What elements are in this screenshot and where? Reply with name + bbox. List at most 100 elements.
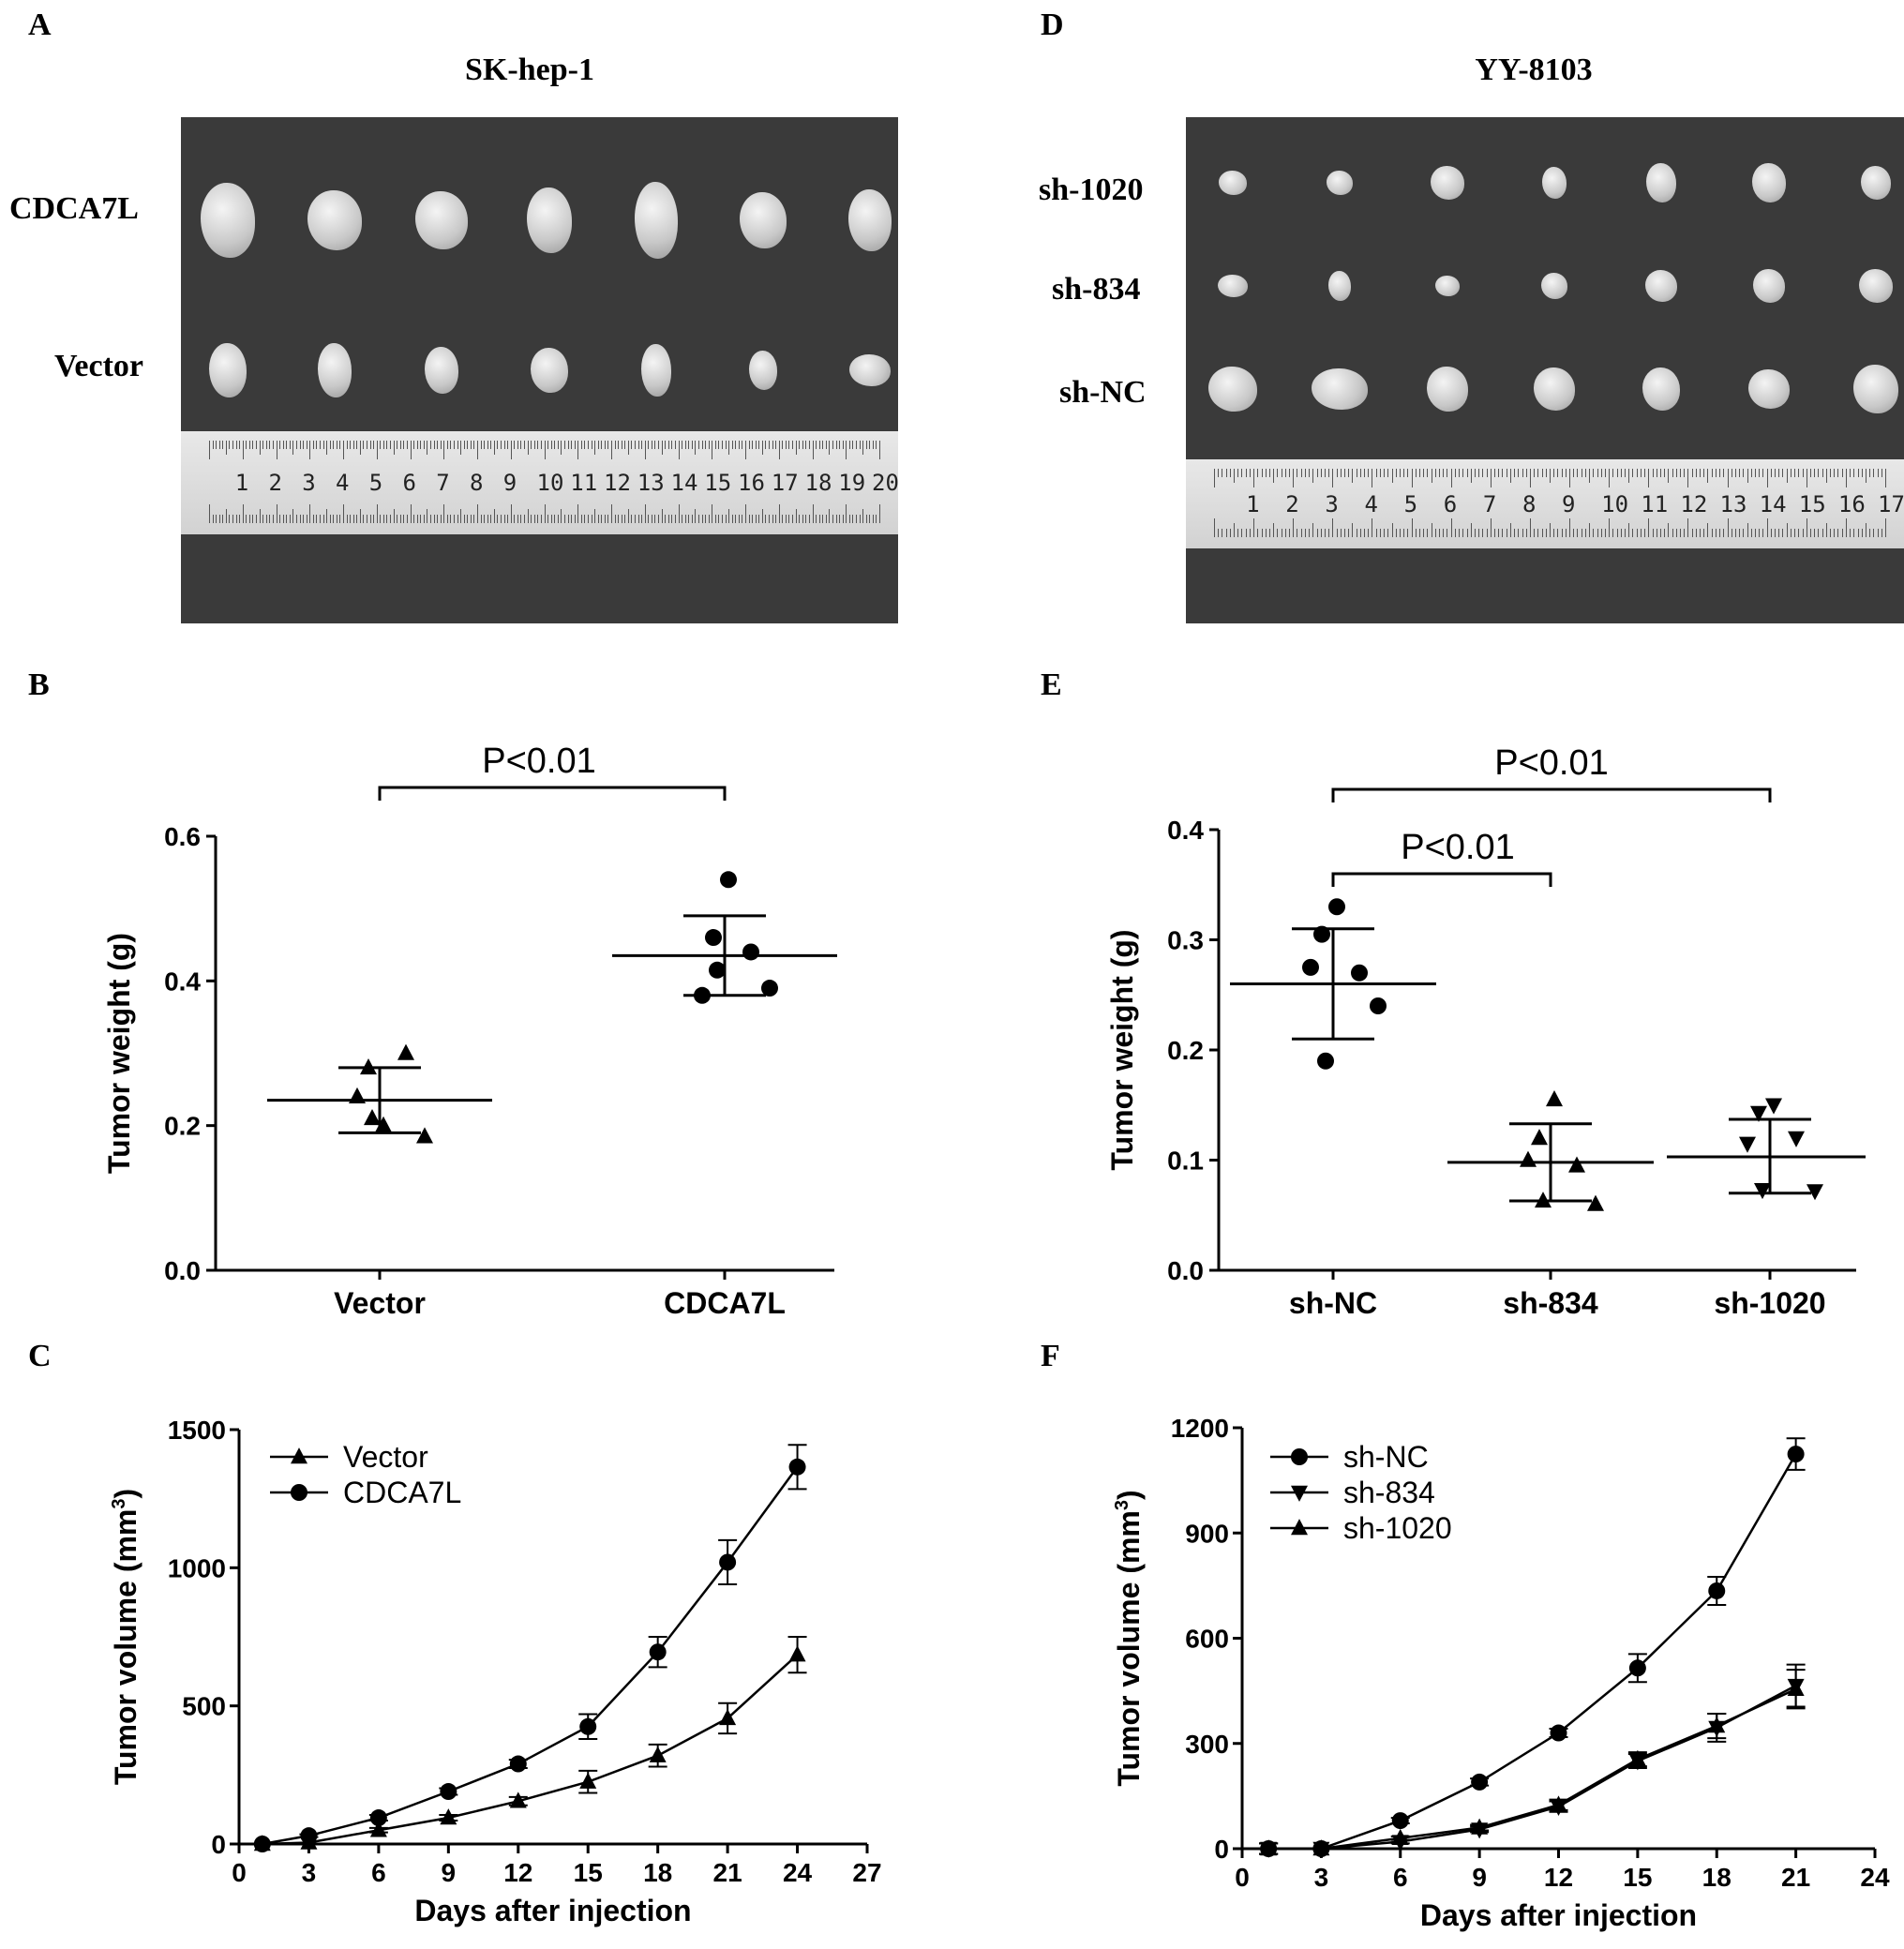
ruler-tick bbox=[822, 515, 824, 523]
ruler-tick bbox=[802, 515, 803, 523]
ruler-tick bbox=[1352, 469, 1354, 483]
ruler-tick bbox=[1470, 523, 1472, 537]
ruler-tick bbox=[1648, 469, 1650, 487]
ruler-tick bbox=[457, 441, 458, 449]
ruler-tick bbox=[1261, 469, 1263, 477]
ruler-tick bbox=[1604, 529, 1606, 537]
ruler-tick bbox=[1790, 529, 1792, 537]
ruler-tick bbox=[1324, 529, 1326, 537]
ruler-tick bbox=[1234, 469, 1236, 483]
tumor-specimen bbox=[1430, 166, 1464, 200]
ruler-tick bbox=[1675, 529, 1677, 537]
panel-letter-a: A bbox=[28, 7, 52, 42]
ruler-tick bbox=[658, 441, 660, 449]
ruler-tick bbox=[1304, 529, 1306, 537]
tumor-specimen bbox=[1646, 163, 1677, 202]
data-point-vector bbox=[397, 1043, 414, 1060]
ruler-tick bbox=[1679, 529, 1681, 537]
ruler-tick bbox=[580, 515, 582, 523]
ruler-tick bbox=[222, 441, 224, 449]
ruler-tick bbox=[1391, 469, 1393, 483]
ruler-number: 17 bbox=[1878, 490, 1904, 517]
data-point-cdca7l bbox=[705, 929, 722, 947]
row-label-cdca7l: CDCA7L bbox=[9, 191, 139, 226]
ruler-tick bbox=[1557, 529, 1559, 537]
ruler-tick bbox=[218, 515, 220, 523]
ruler-tick bbox=[386, 515, 388, 523]
ruler-tick bbox=[1612, 469, 1614, 477]
ruler-tick bbox=[329, 515, 331, 523]
x-tick-label: 12 bbox=[503, 1858, 532, 1887]
ruler-number: 19 bbox=[838, 470, 866, 496]
ruler-tick bbox=[537, 515, 539, 523]
ruler-tick bbox=[1450, 469, 1452, 487]
ruler-tick bbox=[594, 441, 596, 455]
panel-letter-e: E bbox=[1041, 667, 1062, 702]
ruler-tick bbox=[531, 515, 532, 523]
ruler-tick bbox=[259, 509, 261, 523]
ruler-tick bbox=[350, 441, 352, 449]
ruler-tick bbox=[1644, 469, 1646, 477]
ruler-tick bbox=[1873, 529, 1875, 537]
x-tick-label: 24 bbox=[783, 1858, 813, 1887]
ruler-tick bbox=[259, 441, 261, 455]
ruler-tick bbox=[1561, 529, 1563, 537]
tumor-specimen bbox=[1541, 273, 1567, 299]
ruler-tick bbox=[406, 441, 408, 449]
ruler-tick bbox=[1320, 469, 1322, 477]
ruler-tick bbox=[1359, 469, 1361, 477]
significance-bracket bbox=[1331, 872, 1552, 887]
ruler-tick bbox=[507, 515, 509, 523]
ruler-tick bbox=[1719, 529, 1721, 537]
legend-label: CDCA7L bbox=[343, 1476, 461, 1509]
ruler-tick bbox=[1593, 529, 1595, 537]
ruler-tick bbox=[399, 515, 401, 523]
ruler-tick bbox=[872, 441, 874, 449]
ruler-number: 5 bbox=[1403, 490, 1418, 517]
ruler-tick bbox=[1648, 518, 1650, 537]
x-tick-label: 18 bbox=[1702, 1863, 1732, 1892]
ruler-tick bbox=[490, 515, 492, 523]
ruler-tick bbox=[1225, 529, 1227, 537]
tumor-specimen bbox=[415, 191, 469, 249]
ruler-tick bbox=[1766, 518, 1768, 537]
tumor-specimen bbox=[425, 347, 459, 394]
ruler-tick bbox=[1684, 529, 1686, 537]
ruler-tick bbox=[350, 515, 352, 523]
ruler-tick bbox=[1348, 469, 1350, 477]
ruler-tick bbox=[1498, 529, 1500, 537]
tumor-specimen bbox=[1426, 367, 1468, 412]
data-point-cdca7l bbox=[440, 1783, 457, 1801]
ruler-tick bbox=[544, 504, 546, 523]
ruler-tick bbox=[705, 515, 707, 523]
panel-letter-d: D bbox=[1041, 7, 1064, 42]
ruler-tick bbox=[524, 441, 526, 449]
ruler-tick bbox=[299, 441, 301, 449]
ruler-tick bbox=[1818, 529, 1820, 537]
ruler-tick bbox=[540, 441, 542, 449]
ruler-tick bbox=[778, 441, 780, 459]
ruler-tick bbox=[1600, 469, 1602, 477]
ruler-tick bbox=[453, 441, 455, 449]
ruler-tick bbox=[745, 441, 746, 459]
ruler-tick bbox=[1348, 529, 1350, 537]
ruler-number: 5 bbox=[368, 470, 383, 496]
data-point-sh-nc bbox=[1471, 1773, 1489, 1791]
ruler-tick bbox=[601, 515, 603, 523]
ruler-tick bbox=[1427, 529, 1429, 537]
ruler-tick bbox=[604, 515, 606, 523]
tumor-specimen bbox=[1752, 269, 1785, 303]
ruler-tick bbox=[822, 441, 824, 449]
chart-tumor-weight-sk-hep-1: 0.0 0.2 0.4 0.6 Vector CDCA7L Tumor weight (g)… bbox=[102, 742, 837, 1320]
y-tick-label: 500 bbox=[182, 1692, 226, 1721]
ruler-tick bbox=[239, 515, 241, 523]
ruler-tick bbox=[752, 441, 754, 449]
ruler-tick bbox=[1597, 469, 1598, 477]
tumor-specimen bbox=[634, 182, 678, 259]
ruler-tick bbox=[1703, 529, 1705, 537]
legend-label: sh-834 bbox=[1343, 1476, 1435, 1509]
row-label-sh-nc: sh-NC bbox=[1059, 375, 1147, 410]
ruler-tick bbox=[1640, 469, 1642, 477]
ruler-tick bbox=[1711, 529, 1713, 537]
y-tick-label: 0.0 bbox=[164, 1256, 201, 1285]
